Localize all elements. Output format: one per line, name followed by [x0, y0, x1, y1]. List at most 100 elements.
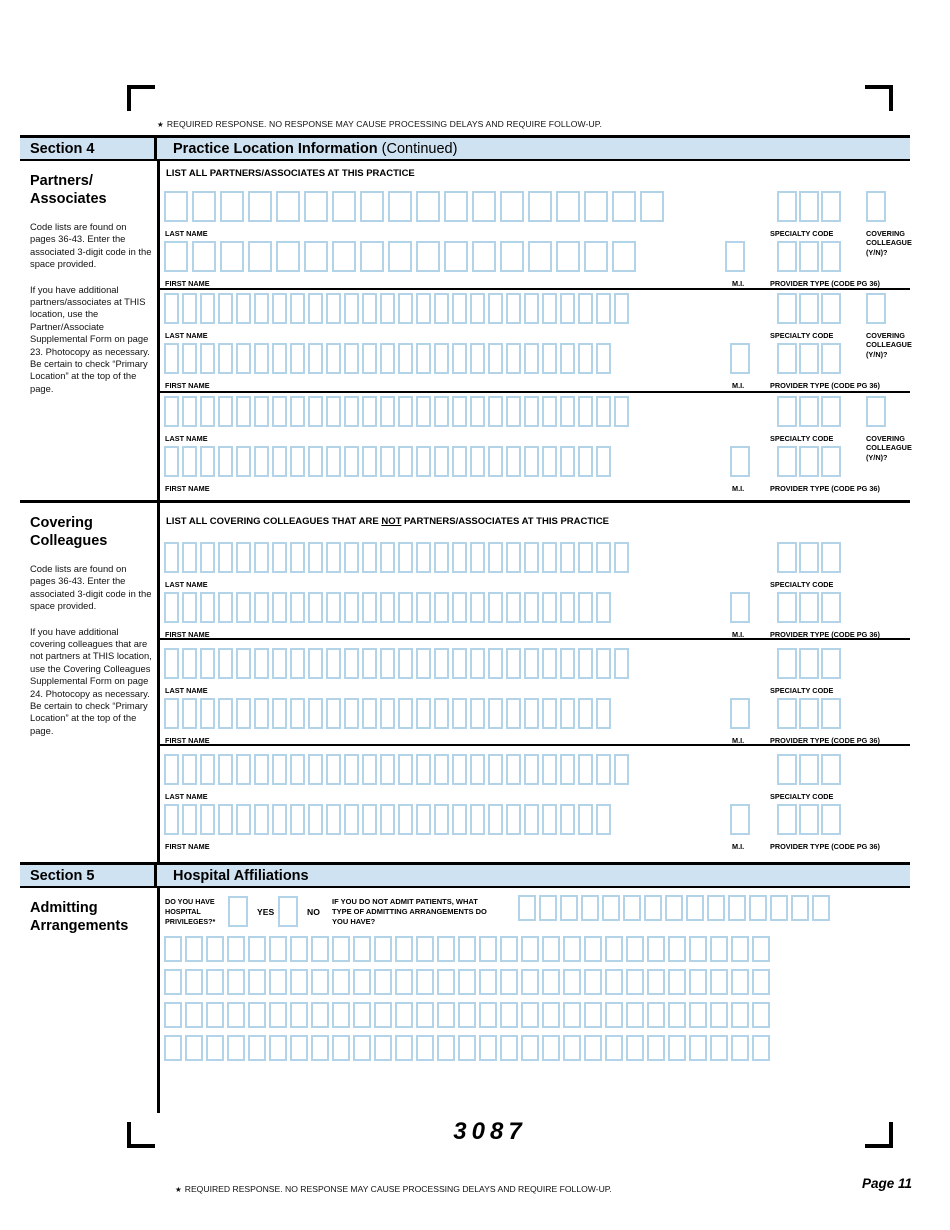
provider-type-field[interactable]: [777, 698, 841, 729]
middle-initial-field[interactable]: [725, 241, 745, 272]
char-box: [206, 969, 224, 995]
provider-type-field[interactable]: [777, 804, 841, 835]
char-box: [777, 343, 797, 374]
char-box: [290, 446, 305, 477]
specialty-code-field[interactable]: [777, 542, 841, 573]
admitting-answer-row-4[interactable]: [164, 1002, 770, 1028]
char-box: [182, 754, 197, 785]
covering-colleague-field[interactable]: [866, 293, 886, 324]
char-box: [185, 1035, 203, 1061]
last-name-field[interactable]: [164, 542, 629, 573]
char-box: [182, 343, 197, 374]
provider-type-field[interactable]: [777, 241, 841, 272]
covering-colleague-field[interactable]: [866, 191, 886, 222]
form-number: 3087: [453, 1118, 527, 1145]
char-box: [500, 241, 524, 272]
char-box: [821, 396, 841, 427]
char-box: [290, 1035, 308, 1061]
char-box: [614, 293, 629, 324]
first-name-field[interactable]: [164, 592, 611, 623]
char-box: [596, 396, 611, 427]
specialty-code-field[interactable]: [777, 396, 841, 427]
last-name-field[interactable]: [164, 754, 629, 785]
char-box: [506, 542, 521, 573]
specialty-code-field[interactable]: [777, 293, 841, 324]
char-box: [452, 754, 467, 785]
char-box: [458, 1035, 476, 1061]
middle-initial-field[interactable]: [730, 446, 750, 477]
char-box: [218, 698, 233, 729]
crop-mark-bottom-left: [127, 1122, 155, 1148]
char-box: [416, 698, 431, 729]
specialty-code-field[interactable]: [777, 754, 841, 785]
first-name-field[interactable]: [164, 446, 611, 477]
char-box: [362, 396, 377, 427]
char-box: [332, 241, 356, 272]
middle-initial-field[interactable]: [730, 343, 750, 374]
middle-initial-field[interactable]: [730, 698, 750, 729]
char-box: [236, 592, 251, 623]
admitting-content: DO YOU HAVE HOSPITAL PRIVILEGES?* YES NO I…: [157, 888, 910, 1113]
char-box: [542, 1035, 560, 1061]
char-box: [398, 293, 413, 324]
covering-colleague-field[interactable]: [866, 396, 886, 427]
first-name-field[interactable]: [164, 698, 611, 729]
char-box: [626, 936, 644, 962]
char-box: [254, 648, 269, 679]
last-name-field[interactable]: [164, 293, 629, 324]
char-box: [434, 396, 449, 427]
last-name-field[interactable]: [164, 191, 664, 222]
admitting-answer-row-1[interactable]: [518, 895, 830, 921]
char-box: [488, 754, 503, 785]
char-box: [164, 754, 179, 785]
char-box: [821, 698, 841, 729]
char-box: [596, 343, 611, 374]
char-box: [218, 446, 233, 477]
admitting-answer-row-5[interactable]: [164, 1035, 770, 1061]
char-box: [254, 396, 269, 427]
char-box: [626, 1002, 644, 1028]
char-box: [626, 969, 644, 995]
char-box: [524, 754, 539, 785]
char-box: [308, 446, 323, 477]
covering-colleagues-section: Covering Colleagues Code lists are found …: [20, 503, 910, 862]
char-box: [164, 343, 179, 374]
char-box: [254, 542, 269, 573]
admitting-answer-row-2[interactable]: [164, 936, 770, 962]
char-box: [458, 936, 476, 962]
middle-initial-field[interactable]: [730, 592, 750, 623]
specialty-code-field[interactable]: [777, 648, 841, 679]
char-box: [668, 1035, 686, 1061]
provider-type-field[interactable]: [777, 343, 841, 374]
char-box: [521, 969, 539, 995]
char-box: [506, 804, 521, 835]
char-box: [416, 936, 434, 962]
char-box: [227, 1035, 245, 1061]
specialty-code-field[interactable]: [777, 191, 841, 222]
char-box: [647, 969, 665, 995]
char-box: [360, 191, 384, 222]
char-box: [362, 648, 377, 679]
admitting-answer-row-3[interactable]: [164, 969, 770, 995]
middle-initial-label: M.I.: [732, 736, 745, 745]
admitting-arrangements-section: Admitting Arrangements DO YOU HAVE HOSPITA…: [20, 888, 910, 1113]
char-box: [488, 396, 503, 427]
provider-type-field[interactable]: [777, 592, 841, 623]
middle-initial-field[interactable]: [730, 804, 750, 835]
char-box: [560, 804, 575, 835]
last-name-field[interactable]: [164, 648, 629, 679]
char-box: [164, 241, 188, 272]
char-box: [200, 343, 215, 374]
admitting-heading: Admitting Arrangements: [30, 900, 129, 934]
char-box: [578, 542, 593, 573]
no-checkbox[interactable]: [278, 896, 298, 927]
provider-type-field[interactable]: [777, 446, 841, 477]
first-name-field[interactable]: [164, 804, 611, 835]
char-box: [398, 542, 413, 573]
char-box: [326, 343, 341, 374]
first-name-field[interactable]: [164, 241, 636, 272]
last-name-field[interactable]: [164, 396, 629, 427]
yes-checkbox[interactable]: [228, 896, 248, 927]
first-name-field[interactable]: [164, 343, 611, 374]
